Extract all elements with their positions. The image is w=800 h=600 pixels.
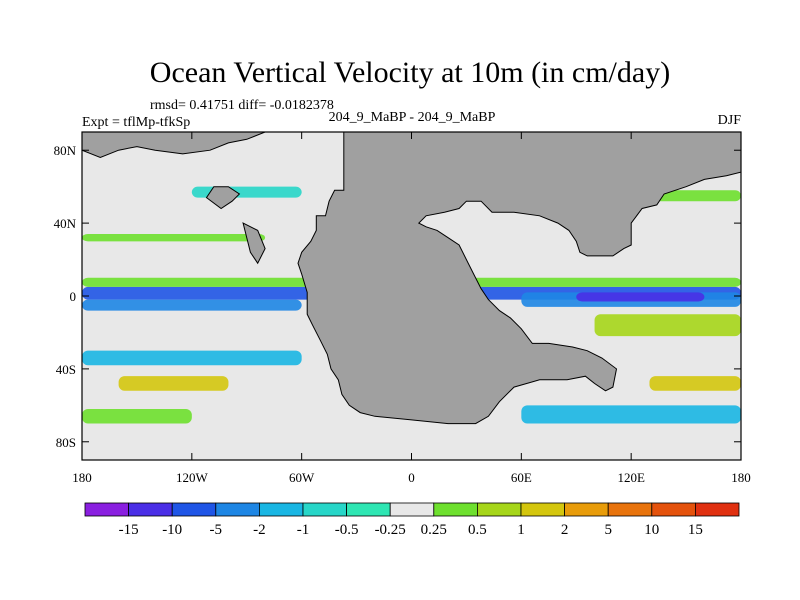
- y-tick-label: 40N: [54, 216, 77, 231]
- anomaly-band-11: [82, 234, 266, 242]
- map-area: [82, 132, 741, 460]
- colorbar-label: -1: [297, 522, 310, 538]
- colorbar-label: -0.5: [335, 522, 359, 538]
- anomaly-band-4: [576, 292, 705, 302]
- colorbar-label: 0.25: [421, 522, 447, 538]
- anomaly-band-8: [649, 376, 741, 391]
- land-patch-1: [205, 186, 241, 210]
- chart-title: Ocean Vertical Velocity at 10m (in cm/da…: [150, 56, 670, 89]
- colorbar-swatch-12: [607, 502, 653, 517]
- colorbar-swatch-2: [171, 502, 217, 517]
- x-tick-label: 120E: [617, 470, 645, 485]
- land-patch-2: [242, 222, 266, 265]
- colorbar-label: -2: [253, 522, 266, 538]
- colorbar-swatch-10: [520, 502, 565, 517]
- colorbar-swatch-5: [302, 502, 347, 517]
- y-tick-label: 40S: [56, 362, 76, 377]
- anomaly-band-13: [649, 190, 741, 202]
- colorbar-label: -10: [162, 522, 182, 538]
- colorbar-label: 5: [604, 522, 612, 538]
- land-patch-0: [82, 132, 266, 159]
- x-tick-label: 180: [731, 470, 751, 485]
- colorbar-label: 2: [561, 522, 569, 538]
- colorbar: -15 -10 -5 -2 -1 -0.5 -0.25 0.25 0.5 1 2 5 10 15: [84, 502, 740, 538]
- colorbar-swatch-3: [215, 502, 260, 517]
- anomaly-band-10: [521, 405, 741, 424]
- anomaly-band-9: [82, 350, 302, 366]
- case-label: 204_9_MaBP - 204_9_MaBP: [329, 110, 496, 125]
- colorbar-swatch-8: [433, 502, 478, 517]
- colorbar-swatch-13: [651, 502, 696, 517]
- land-mass: [297, 132, 741, 425]
- colorbar-label: 0.5: [468, 522, 487, 538]
- colorbar-label: 1: [517, 522, 525, 538]
- anomaly-band-5: [594, 314, 741, 337]
- anomaly-band-2: [82, 299, 302, 311]
- anomaly-band-6: [82, 408, 192, 424]
- colorbar-label: 10: [644, 522, 659, 538]
- colorbar-label: 15: [688, 522, 703, 538]
- colorbar-swatch-1: [128, 502, 173, 517]
- y-tick-label: 80N: [54, 143, 77, 158]
- colorbar-swatch-11: [564, 502, 609, 517]
- colorbar-label: -15: [119, 522, 139, 538]
- x-tick-label: 120W: [176, 470, 209, 485]
- x-tick-label: 60E: [511, 470, 532, 485]
- x-tick-label: 60W: [289, 470, 315, 485]
- colorbar-swatch-7: [389, 502, 435, 517]
- y-tick-label: 0: [70, 289, 77, 304]
- stats-label: rmsd= 0.41751 diff= -0.0182378: [150, 98, 334, 113]
- axis-ticks: 180 120W 60W 0 60E 120E 180 80N 40N 0 40S 80S: [54, 132, 751, 485]
- colorbar-swatch-9: [476, 502, 522, 517]
- colorbar-label: -5: [210, 522, 223, 538]
- colorbar-swatch-0: [84, 502, 129, 517]
- colorbar-swatch-6: [346, 502, 391, 517]
- x-tick-label: 180: [72, 470, 92, 485]
- x-tick-label: 0: [408, 470, 415, 485]
- experiment-label: Expt = tflMp-tfkSp: [82, 115, 190, 130]
- y-tick-label: 80S: [56, 435, 76, 450]
- colorbar-swatch-14: [695, 502, 740, 517]
- colorbar-label: -0.25: [375, 522, 406, 538]
- colorbar-swatch-4: [258, 502, 304, 517]
- season-label: DJF: [718, 113, 742, 128]
- anomaly-band-7: [118, 376, 229, 391]
